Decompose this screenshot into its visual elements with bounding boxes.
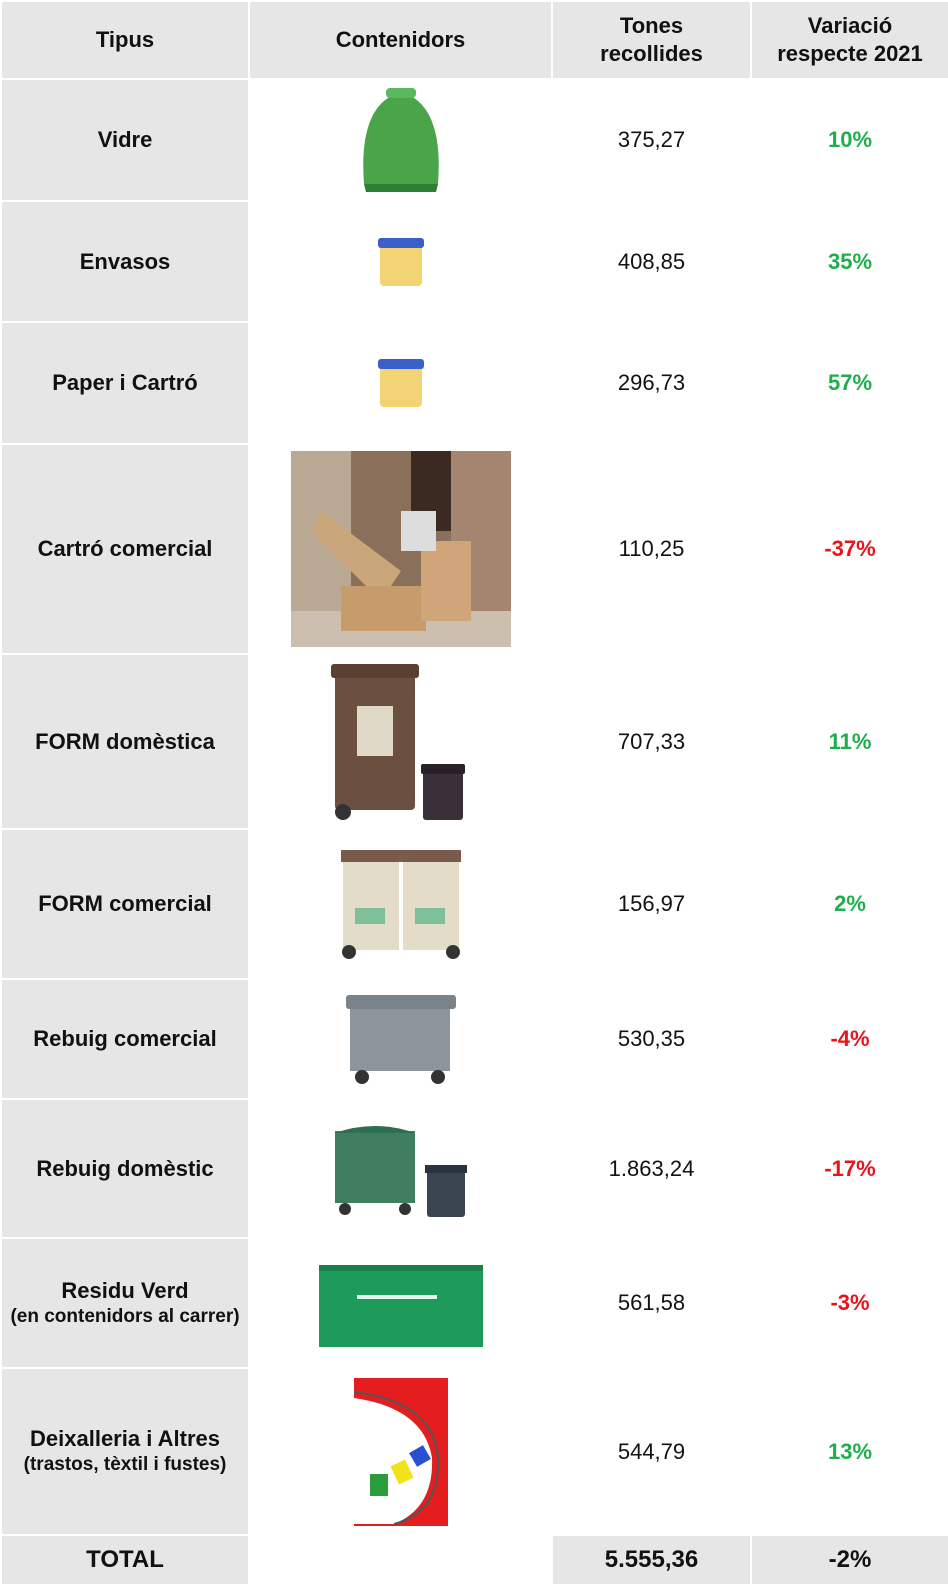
variacio: 35%: [751, 201, 948, 322]
variacio: -4%: [751, 979, 948, 1099]
tipus: Deixalleria i Altres(trastos, tèxtil i f…: [1, 1368, 249, 1535]
container-image: [249, 829, 552, 979]
empty-cell: [249, 1535, 552, 1585]
tipus: Paper i Cartró: [1, 322, 249, 444]
icon: [331, 662, 471, 822]
tipus: Envasos: [1, 201, 249, 322]
tones: 561,58: [552, 1238, 751, 1368]
variacio: 10%: [751, 79, 948, 201]
icon: [376, 357, 426, 409]
header-cell: Tipus: [1, 1, 249, 79]
icon: [376, 236, 426, 288]
tones: 110,25: [552, 444, 751, 654]
variacio: -17%: [751, 1099, 948, 1238]
tipus: FORM domèstica: [1, 654, 249, 829]
row: Vidre 375,27 10%: [1, 79, 948, 201]
header-text: Tones recollides: [587, 12, 717, 68]
icon: [291, 451, 511, 647]
total-tones: 5.555,36: [552, 1535, 751, 1585]
row: Rebuig domèstic 1.863,24 -17%: [1, 1099, 948, 1238]
variacio: 13%: [751, 1368, 948, 1535]
container-image: [249, 1099, 552, 1238]
tones: 375,27: [552, 79, 751, 201]
icon: [344, 991, 458, 1087]
icon: [356, 84, 446, 196]
row: Cartró comercial 110,25 -37%: [1, 444, 948, 654]
tones: 707,33: [552, 654, 751, 829]
tipus: Cartró comercial: [1, 444, 249, 654]
waste-table: Tipus Contenidors Tones recollides Varia…: [0, 0, 948, 1586]
tipus-detail: (trastos, tèxtil i fustes): [2, 1452, 248, 1477]
total-label: TOTAL: [1, 1535, 249, 1585]
tipus-label: Deixalleria i Altres: [30, 1426, 220, 1451]
variacio: 11%: [751, 654, 948, 829]
tones: 156,97: [552, 829, 751, 979]
total-row: TOTAL 5.555,36 -2%: [1, 1535, 948, 1585]
row: Paper i Cartró 296,73 57%: [1, 322, 948, 444]
tipus: Vidre: [1, 79, 249, 201]
tones: 530,35: [552, 979, 751, 1099]
container-image: [249, 979, 552, 1099]
tipus: FORM comercial: [1, 829, 249, 979]
container-image: [249, 444, 552, 654]
header-row: Tipus Contenidors Tones recollides Varia…: [1, 1, 948, 79]
variacio: 2%: [751, 829, 948, 979]
variacio: -3%: [751, 1238, 948, 1368]
tones: 1.863,24: [552, 1099, 751, 1238]
row: FORM comercial 156,97 2%: [1, 829, 948, 979]
header-text: Variació respecte 2021: [760, 12, 940, 68]
tipus: Residu Verd(en contenidors al carrer): [1, 1238, 249, 1368]
tones: 544,79: [552, 1368, 751, 1535]
header-cell: Tones recollides: [552, 1, 751, 79]
icon: [354, 1378, 448, 1526]
row: Rebuig comercial 530,35 -4%: [1, 979, 948, 1099]
row: Envasos 408,85 35%: [1, 201, 948, 322]
row: FORM domèstica 707,33 11%: [1, 654, 948, 829]
container-image: [249, 1238, 552, 1368]
row: Residu Verd(en contenidors al carrer) 56…: [1, 1238, 948, 1368]
container-image: [249, 654, 552, 829]
container-image: [249, 1368, 552, 1535]
container-image: [249, 201, 552, 322]
header-cell: Contenidors: [249, 1, 552, 79]
variacio: 57%: [751, 322, 948, 444]
variacio: -37%: [751, 444, 948, 654]
tipus: Rebuig comercial: [1, 979, 249, 1099]
container-image: [249, 322, 552, 444]
icon: [317, 1255, 485, 1351]
tipus-detail: (en contenidors al carrer): [2, 1304, 248, 1329]
header-cell: Variació respecte 2021: [751, 1, 948, 79]
tones: 408,85: [552, 201, 751, 322]
total-variacio: -2%: [751, 1535, 948, 1585]
tipus-label: Residu Verd: [61, 1278, 188, 1303]
tones: 296,73: [552, 322, 751, 444]
icon: [339, 848, 463, 960]
page: Tipus Contenidors Tones recollides Varia…: [0, 0, 948, 1584]
icon: [331, 1119, 471, 1219]
row: Deixalleria i Altres(trastos, tèxtil i f…: [1, 1368, 948, 1535]
container-image: [249, 79, 552, 201]
tipus: Rebuig domèstic: [1, 1099, 249, 1238]
